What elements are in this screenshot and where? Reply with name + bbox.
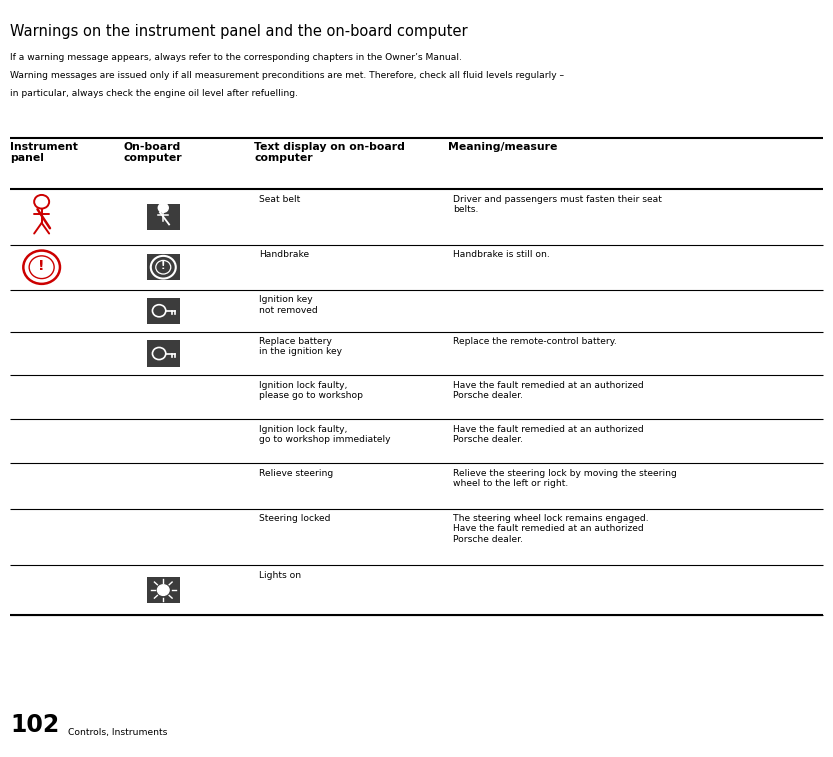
Circle shape — [158, 203, 168, 212]
Text: Relieve the steering lock by moving the steering
wheel to the left or right.: Relieve the steering lock by moving the … — [453, 469, 677, 488]
Text: The steering wheel lock remains engaged.
Have the fault remedied at an authorize: The steering wheel lock remains engaged.… — [453, 514, 649, 544]
Text: Handbrake is still on.: Handbrake is still on. — [453, 250, 550, 259]
Text: On-board
computer: On-board computer — [123, 142, 182, 164]
Text: Replace battery
in the ignition key: Replace battery in the ignition key — [259, 337, 342, 357]
Text: !: ! — [161, 261, 166, 272]
Text: Ignition lock faulty,
please go to workshop: Ignition lock faulty, please go to works… — [259, 381, 363, 400]
Text: Ignition key
not removed: Ignition key not removed — [259, 295, 318, 315]
Text: Have the fault remedied at an authorized
Porsche dealer.: Have the fault remedied at an authorized… — [453, 381, 644, 400]
Text: Seat belt: Seat belt — [259, 195, 301, 204]
FancyBboxPatch shape — [147, 204, 180, 230]
Text: If a warning message appears, always refer to the corresponding chapters in the : If a warning message appears, always ref… — [10, 53, 461, 62]
FancyBboxPatch shape — [147, 341, 180, 367]
Text: Relieve steering: Relieve steering — [259, 469, 333, 478]
Text: Lights on: Lights on — [259, 571, 302, 580]
FancyBboxPatch shape — [147, 298, 180, 324]
Text: Handbrake: Handbrake — [259, 250, 309, 259]
Text: Warnings on the instrument panel and the on-board computer: Warnings on the instrument panel and the… — [10, 24, 467, 39]
Text: Ignition lock faulty,
go to workshop immediately: Ignition lock faulty, go to workshop imm… — [259, 425, 391, 444]
Circle shape — [157, 585, 169, 596]
FancyBboxPatch shape — [147, 254, 180, 280]
Text: Meaning/measure: Meaning/measure — [448, 142, 557, 151]
Text: Controls, Instruments: Controls, Instruments — [68, 728, 167, 737]
Text: Warning messages are issued only if all measurement preconditions are met. There: Warning messages are issued only if all … — [10, 71, 564, 80]
FancyBboxPatch shape — [147, 577, 180, 603]
Text: Have the fault remedied at an authorized
Porsche dealer.: Have the fault remedied at an authorized… — [453, 425, 644, 444]
Text: Instrument
panel: Instrument panel — [10, 142, 77, 164]
Text: in particular, always check the engine oil level after refuelling.: in particular, always check the engine o… — [10, 89, 298, 98]
Text: !: ! — [38, 260, 45, 273]
Text: Driver and passengers must fasten their seat
belts.: Driver and passengers must fasten their … — [453, 195, 662, 214]
Text: Text display on on-board
computer: Text display on on-board computer — [254, 142, 405, 164]
Text: Steering locked: Steering locked — [259, 514, 331, 523]
Text: Replace the remote-control battery.: Replace the remote-control battery. — [453, 337, 617, 346]
Text: 102: 102 — [10, 713, 59, 737]
